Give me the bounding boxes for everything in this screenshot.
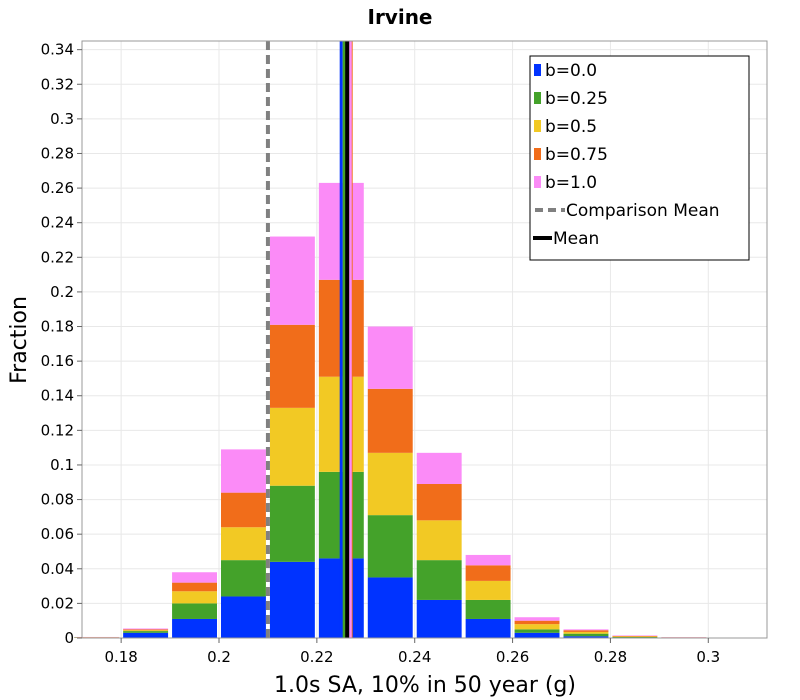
bar-segment (269, 561, 315, 638)
legend-swatch (534, 120, 541, 132)
bar-segment (514, 624, 560, 630)
bar-segment (269, 236, 315, 325)
bar-segment (172, 603, 217, 619)
y-tick-label: 0.32 (41, 75, 74, 93)
x-axis: 0.18 0.2 0.22 0.24 0.26 0.28 0.3 (104, 638, 720, 666)
bar-segment (172, 572, 217, 583)
bar-segment (514, 617, 560, 621)
legend-label: Comparison Mean (566, 201, 720, 221)
bar-segment (612, 635, 658, 637)
y-tick-label: 0.26 (41, 179, 74, 197)
bar-segment (563, 631, 609, 634)
grid-lines (82, 41, 767, 639)
mean-lines (265, 41, 353, 638)
legend-label: b=1.0 (545, 173, 597, 193)
bar-segment (367, 452, 413, 516)
bar-segment (123, 632, 169, 638)
bar-segment (172, 591, 217, 604)
bar-segment (221, 449, 266, 493)
bar-segment (269, 407, 315, 486)
bar-segment (563, 630, 609, 632)
bar-segment (563, 633, 609, 637)
y-tick-label: 0.02 (41, 594, 74, 612)
bar-segment (123, 628, 169, 630)
bar-segment (465, 554, 511, 566)
y-tick-label: 0.16 (41, 352, 74, 370)
legend-label: b=0.75 (545, 145, 608, 165)
bar-segment (465, 618, 511, 638)
y-tick-label: 0.34 (41, 41, 74, 59)
bar-segment (269, 485, 315, 562)
bar-segment (514, 632, 560, 638)
legend-label: b=0.5 (545, 117, 597, 137)
bar-segment (514, 620, 560, 625)
y-tick-label: 0.18 (41, 318, 74, 336)
y-tick-label: 0.06 (41, 525, 74, 543)
legend-label: b=0.0 (545, 61, 597, 81)
bar-segment (367, 515, 413, 578)
x-tick-label: 0.18 (104, 648, 137, 666)
legend-swatch (534, 92, 541, 104)
y-tick-label: 0.24 (41, 214, 74, 232)
legend-swatch (534, 148, 541, 160)
bar-segment (465, 599, 511, 619)
bar-segment (563, 629, 609, 631)
y-tick-label: 0 (64, 629, 74, 647)
bar-segment (221, 596, 266, 638)
legend: b=0.0 b=0.25 b=0.5 b=0.75 b=1.0 Comparison Me… (529, 55, 750, 261)
bar-segment (123, 629, 169, 631)
y-tick-label: 0.2 (50, 283, 74, 301)
bar-segment (367, 326, 413, 389)
legend-label: b=0.25 (545, 89, 608, 109)
bar-segment (367, 577, 413, 638)
legend-box (529, 55, 750, 261)
y-tick-label: 0.08 (41, 491, 74, 509)
y-tick-label: 0.04 (41, 560, 74, 578)
y-tick-label: 0.3 (50, 110, 74, 128)
bar-segment (172, 618, 217, 638)
bar-segment (612, 635, 658, 636)
y-tick-label: 0.14 (41, 387, 74, 405)
bar-segment (123, 631, 169, 633)
y-axis-title: Fraction (7, 296, 32, 384)
bar-segment (221, 492, 266, 528)
bar-segment (563, 636, 609, 638)
y-tick-label: 0.28 (41, 144, 74, 162)
bar-segment (465, 565, 511, 581)
bar-segment (416, 483, 462, 521)
x-tick-label: 0.2 (207, 648, 231, 666)
bar-segment (269, 324, 315, 408)
x-tick-label: 0.24 (398, 648, 431, 666)
bar-segment (514, 629, 560, 633)
y-tick-label: 0.1 (50, 456, 74, 474)
bar-segment (416, 599, 462, 638)
bar-segment (172, 582, 217, 592)
bar-segment (612, 636, 658, 638)
bar-segment (221, 527, 266, 561)
legend-swatch (534, 64, 541, 76)
bar-segment (123, 630, 169, 632)
chart-title: Irvine (368, 5, 433, 29)
x-tick-label: 0.22 (300, 648, 333, 666)
y-axis: 0 0.02 0.04 0.06 0.08 0.1 0.12 0.14 0.16 0.18 0.2 0… (41, 41, 82, 647)
x-axis-title: 1.0s SA, 10% in 50 year (g) (274, 673, 576, 698)
legend-label: Mean (553, 229, 599, 249)
bar-segment (465, 580, 511, 600)
bar-segment (416, 560, 462, 600)
bar-segment (416, 520, 462, 561)
legend-swatch (534, 176, 541, 188)
y-tick-label: 0.22 (41, 248, 74, 266)
y-tick-label: 0.12 (41, 421, 74, 439)
bar-segment (416, 452, 462, 484)
bar-segment (367, 388, 413, 453)
plot-frame (81, 40, 768, 639)
x-tick-label: 0.3 (696, 648, 720, 666)
bar-segment (612, 636, 658, 637)
x-tick-label: 0.26 (496, 648, 529, 666)
x-tick-label: 0.28 (594, 648, 627, 666)
bar-segment (221, 560, 266, 597)
